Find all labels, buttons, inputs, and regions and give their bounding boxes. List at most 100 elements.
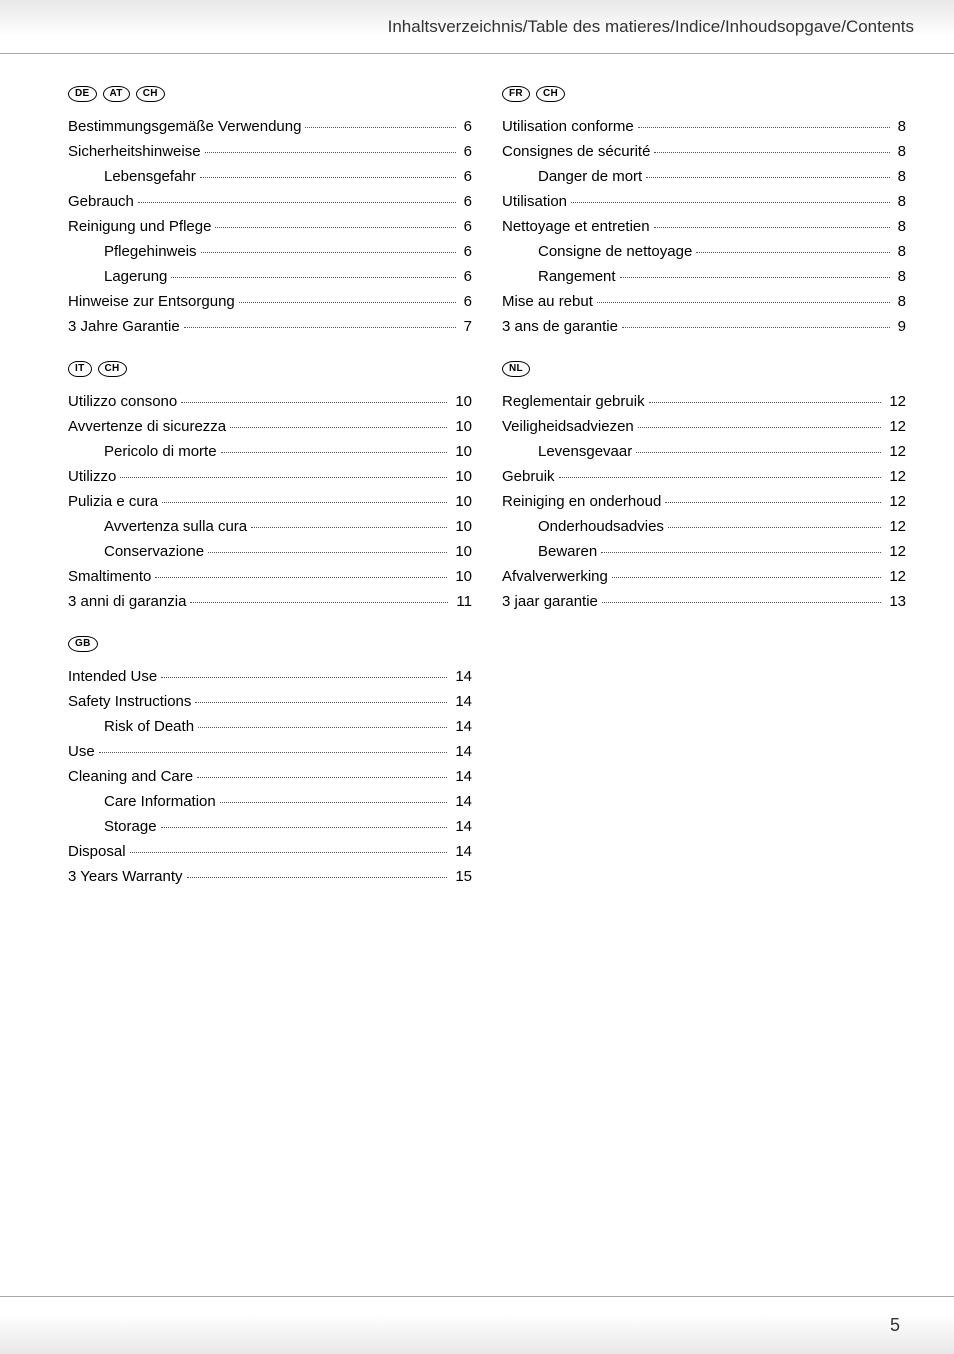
toc-entry[interactable]: Pflegehinweis 6 (68, 239, 472, 264)
toc-entry[interactable]: Bewaren 12 (502, 539, 906, 564)
toc-entry-label: Hinweise zur Entsorgung (68, 289, 235, 314)
toc-entry-page: 6 (460, 139, 472, 164)
toc-section: NLReglementair gebruik 12Veiligheidsadvi… (502, 361, 906, 614)
toc-entry-page: 12 (885, 514, 906, 539)
toc-entry[interactable]: Conservazione 10 (68, 539, 472, 564)
toc-entry[interactable]: Reinigung und Pflege 6 (68, 214, 472, 239)
toc-entry[interactable]: Hinweise zur Entsorgung 6 (68, 289, 472, 314)
toc-entry[interactable]: Consignes de sécurité 8 (502, 139, 906, 164)
dot-leader (215, 227, 455, 228)
toc-entry[interactable]: Utilizzo consono 10 (68, 389, 472, 414)
dot-leader (601, 552, 881, 553)
language-badge: CH (136, 86, 165, 102)
toc-entry-page: 6 (460, 239, 472, 264)
toc-entry-page: 12 (885, 464, 906, 489)
toc-entry[interactable]: 3 jaar garantie 13 (502, 589, 906, 614)
dot-leader (597, 302, 890, 303)
toc-entry[interactable]: Intended Use 14 (68, 664, 472, 689)
toc-entry[interactable]: Avvertenze di sicurezza 10 (68, 414, 472, 439)
toc-entry[interactable]: Smaltimento 10 (68, 564, 472, 589)
toc-entry[interactable]: Onderhoudsadvies 12 (502, 514, 906, 539)
toc-entry-page: 10 (451, 564, 472, 589)
toc-entry[interactable]: Lagerung 6 (68, 264, 472, 289)
toc-entry-label: Mise au rebut (502, 289, 593, 314)
toc-entry[interactable]: Bestimmungsgemäße Verwendung 6 (68, 114, 472, 139)
dot-leader (654, 152, 889, 153)
toc-entry[interactable]: 3 Jahre Garantie 7 (68, 314, 472, 339)
toc-entry[interactable]: Nettoyage et entretien 8 (502, 214, 906, 239)
toc-entry-label: 3 ans de garantie (502, 314, 618, 339)
toc-entry-page: 12 (885, 564, 906, 589)
toc-entry-label: Reglementair gebruik (502, 389, 645, 414)
toc-entry-label: Pericolo di morte (68, 439, 217, 464)
toc-entry[interactable]: Consigne de nettoyage 8 (502, 239, 906, 264)
toc-entry[interactable]: Afvalverwerking 12 (502, 564, 906, 589)
language-badge: FR (502, 86, 530, 102)
toc-entry[interactable]: Avvertenza sulla cura 10 (68, 514, 472, 539)
toc-entry-label: Sicherheitshinweise (68, 139, 201, 164)
toc-entry[interactable]: Levensgevaar 12 (502, 439, 906, 464)
toc-entry-label: Pflegehinweis (68, 239, 197, 264)
header-title: Inhaltsverzeichnis/Table des matieres/In… (388, 17, 914, 37)
dot-leader (665, 502, 881, 503)
toc-entry[interactable]: Reglementair gebruik 12 (502, 389, 906, 414)
toc-entry[interactable]: Utilizzo 10 (68, 464, 472, 489)
toc-entry[interactable]: Rangement 8 (502, 264, 906, 289)
dot-leader (602, 602, 881, 603)
toc-entry-page: 10 (451, 514, 472, 539)
toc-entry[interactable]: Veiligheidsadviezen 12 (502, 414, 906, 439)
dot-leader (200, 177, 456, 178)
language-badges: GB (68, 636, 472, 652)
toc-entry[interactable]: Pulizia e cura 10 (68, 489, 472, 514)
language-badge: CH (98, 361, 127, 377)
dot-leader (120, 477, 447, 478)
toc-entry-label: Bestimmungsgemäße Verwendung (68, 114, 301, 139)
dot-leader (162, 502, 447, 503)
language-badges: DEATCH (68, 86, 472, 102)
dot-leader (696, 252, 889, 253)
toc-entry[interactable]: Disposal 14 (68, 839, 472, 864)
toc-entry[interactable]: Use 14 (68, 739, 472, 764)
toc-entry[interactable]: Reiniging en onderhoud 12 (502, 489, 906, 514)
toc-entry[interactable]: Utilisation 8 (502, 189, 906, 214)
dot-leader (239, 302, 456, 303)
toc-entry-page: 13 (885, 589, 906, 614)
toc-entry-label: Conservazione (68, 539, 204, 564)
dot-leader (668, 527, 881, 528)
toc-entry-label: Consignes de sécurité (502, 139, 650, 164)
toc-entry-page: 14 (451, 739, 472, 764)
dot-leader (155, 577, 447, 578)
toc-entry[interactable]: Mise au rebut 8 (502, 289, 906, 314)
dot-leader (161, 827, 448, 828)
toc-entry-label: Avvertenze di sicurezza (68, 414, 226, 439)
toc-entry-label: Lagerung (68, 264, 167, 289)
toc-entry[interactable]: Utilisation conforme 8 (502, 114, 906, 139)
toc-entry[interactable]: 3 ans de garantie 9 (502, 314, 906, 339)
toc-entry-page: 6 (460, 189, 472, 214)
toc-entry[interactable]: Gebruik 12 (502, 464, 906, 489)
dot-leader (190, 602, 448, 603)
language-badge: IT (68, 361, 92, 377)
footer-bar: 5 (0, 1296, 954, 1354)
toc-entry-label: 3 Years Warranty (68, 864, 183, 889)
toc-entry[interactable]: Care Information 14 (68, 789, 472, 814)
dot-leader (221, 452, 448, 453)
dot-leader (305, 127, 455, 128)
toc-entry[interactable]: Safety Instructions 14 (68, 689, 472, 714)
toc-entry[interactable]: Cleaning and Care 14 (68, 764, 472, 789)
dot-leader (251, 527, 447, 528)
language-badges: FRCH (502, 86, 906, 102)
toc-entry[interactable]: 3 Years Warranty 15 (68, 864, 472, 889)
toc-entry-page: 6 (460, 114, 472, 139)
toc-entry[interactable]: Risk of Death 14 (68, 714, 472, 739)
toc-entry[interactable]: Danger de mort 8 (502, 164, 906, 189)
toc-entry[interactable]: Lebensgefahr 6 (68, 164, 472, 189)
toc-entry[interactable]: Pericolo di morte 10 (68, 439, 472, 464)
toc-entry[interactable]: Gebrauch 6 (68, 189, 472, 214)
toc-entry[interactable]: Storage 14 (68, 814, 472, 839)
toc-entry[interactable]: 3 anni di garanzia 11 (68, 589, 472, 614)
toc-entry-label: Cleaning and Care (68, 764, 193, 789)
toc-entry[interactable]: Sicherheitshinweise 6 (68, 139, 472, 164)
toc-entry-label: Pulizia e cura (68, 489, 158, 514)
dot-leader (187, 877, 448, 878)
